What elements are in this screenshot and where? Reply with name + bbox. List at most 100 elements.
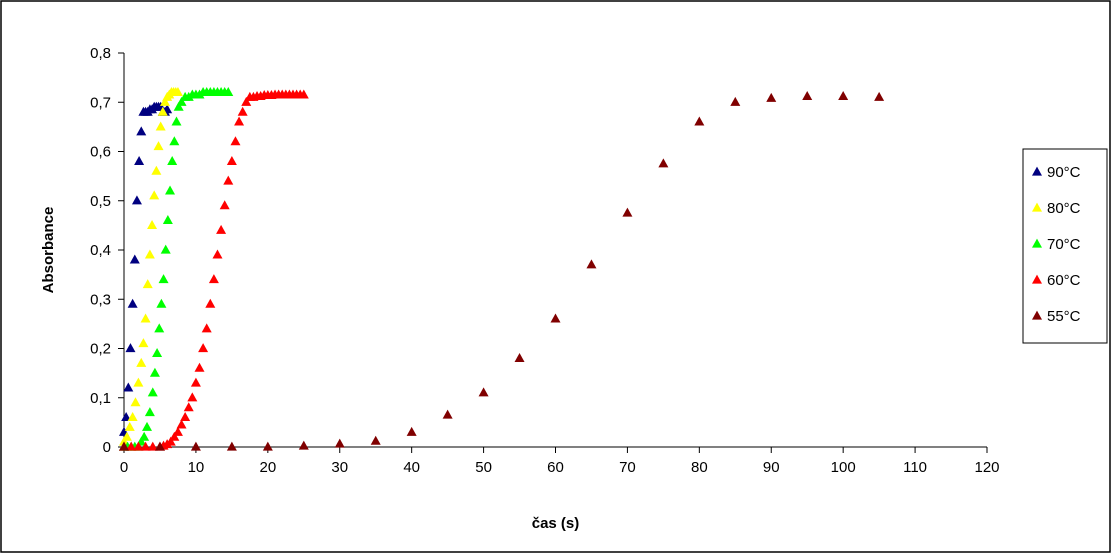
- data-point: [151, 165, 162, 175]
- x-axis-title: čas (s): [532, 515, 580, 532]
- data-point: [208, 274, 219, 284]
- data-point: [730, 96, 741, 106]
- data-point: [124, 421, 135, 431]
- y-tick-label: 0,3: [90, 291, 111, 308]
- data-point: [172, 87, 183, 96]
- data-point: [216, 224, 227, 234]
- data-point: [142, 279, 153, 289]
- data-point: [147, 441, 158, 451]
- data-point: [176, 96, 187, 106]
- x-tick-label: 40: [403, 459, 420, 476]
- data-point: [172, 426, 183, 436]
- data-point: [119, 436, 129, 446]
- legend-marker: [1032, 274, 1042, 284]
- data-point: [230, 136, 241, 146]
- data-point: [442, 409, 453, 419]
- data-point: [149, 367, 160, 377]
- data-point: [123, 382, 134, 392]
- data-point: [173, 101, 184, 111]
- legend-label: 70°C: [1047, 236, 1081, 253]
- data-point: [162, 215, 173, 225]
- data-point: [370, 435, 381, 445]
- legend-marker: [1032, 202, 1042, 212]
- data-point: [766, 92, 777, 102]
- data-point: [171, 116, 182, 126]
- data-point: [838, 90, 849, 100]
- data-point: [223, 175, 234, 185]
- data-point: [153, 141, 164, 151]
- data-point: [406, 426, 417, 436]
- y-tick-label: 0,4: [90, 242, 111, 259]
- data-point: [119, 441, 129, 451]
- data-point: [198, 343, 209, 353]
- data-point: [874, 91, 885, 101]
- data-point: [237, 106, 248, 116]
- data-point: [586, 259, 597, 269]
- data-point: [152, 348, 163, 358]
- data-point: [134, 155, 145, 165]
- data-point: [131, 195, 142, 205]
- x-tick-label: 120: [974, 459, 999, 476]
- x-tick-label: 100: [831, 459, 856, 476]
- data-point: [201, 323, 212, 333]
- data-point: [136, 357, 147, 367]
- data-point: [121, 431, 132, 441]
- legend-item: 55°C: [1032, 308, 1081, 325]
- data-point: [142, 421, 153, 431]
- x-tick-label: 30: [331, 459, 348, 476]
- y-tick-label: 0: [103, 439, 111, 456]
- y-tick-label: 0,8: [90, 45, 111, 62]
- data-point: [169, 431, 180, 441]
- legend-item: 90°C: [1032, 164, 1081, 181]
- data-point: [334, 438, 345, 448]
- y-tick-label: 0,2: [90, 341, 111, 358]
- data-point: [121, 412, 132, 422]
- y-axis-title: Absorbance: [40, 207, 57, 294]
- x-tick-label: 50: [475, 459, 492, 476]
- x-tick-label: 70: [619, 459, 636, 476]
- y-tick-label: 0,1: [90, 390, 111, 407]
- data-point: [144, 249, 155, 259]
- data-point: [144, 407, 155, 417]
- data-point: [298, 440, 309, 450]
- x-tick-label: 10: [188, 459, 205, 476]
- x-tick-label: 60: [547, 459, 564, 476]
- data-point: [219, 200, 230, 210]
- data-point: [658, 158, 669, 168]
- legend: 90°C 80°C 70°C 60°C 55°C: [1022, 148, 1108, 344]
- data-point: [165, 436, 176, 446]
- legend-item: 60°C: [1032, 272, 1081, 289]
- legend-label: 90°C: [1047, 164, 1081, 181]
- data-point: [190, 377, 201, 387]
- data-point: [136, 126, 147, 136]
- data-point: [157, 106, 168, 116]
- legend-item: 70°C: [1032, 236, 1081, 253]
- data-point: [158, 274, 169, 284]
- data-point: [129, 254, 140, 264]
- legend-label: 55°C: [1047, 308, 1081, 325]
- data-point: [133, 377, 144, 387]
- data-point: [130, 397, 141, 407]
- y-tick-label: 0,6: [90, 144, 111, 161]
- data-point: [147, 387, 158, 397]
- y-tick-label: 0,5: [90, 193, 111, 210]
- x-tick-label: 80: [691, 459, 708, 476]
- data-point: [147, 219, 158, 229]
- data-points: [119, 87, 885, 451]
- data-point: [205, 298, 216, 308]
- data-point: [154, 441, 165, 451]
- data-point: [149, 190, 160, 200]
- data-point: [140, 441, 151, 451]
- data-point: [169, 136, 180, 146]
- data-point: [140, 313, 151, 323]
- legend-marker: [1032, 310, 1042, 320]
- data-point: [127, 298, 138, 308]
- x-tick-label: 110: [903, 459, 927, 476]
- data-point: [125, 343, 136, 353]
- data-point: [183, 402, 194, 412]
- data-point: [154, 323, 165, 333]
- data-point: [138, 338, 149, 348]
- data-point: [802, 90, 813, 100]
